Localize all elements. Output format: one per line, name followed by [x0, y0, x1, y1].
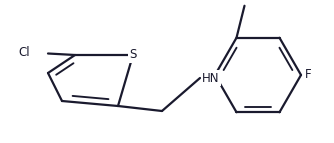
- Text: F: F: [305, 68, 312, 82]
- Text: Cl: Cl: [18, 46, 30, 59]
- Text: S: S: [129, 48, 137, 61]
- Text: HN: HN: [202, 72, 219, 85]
